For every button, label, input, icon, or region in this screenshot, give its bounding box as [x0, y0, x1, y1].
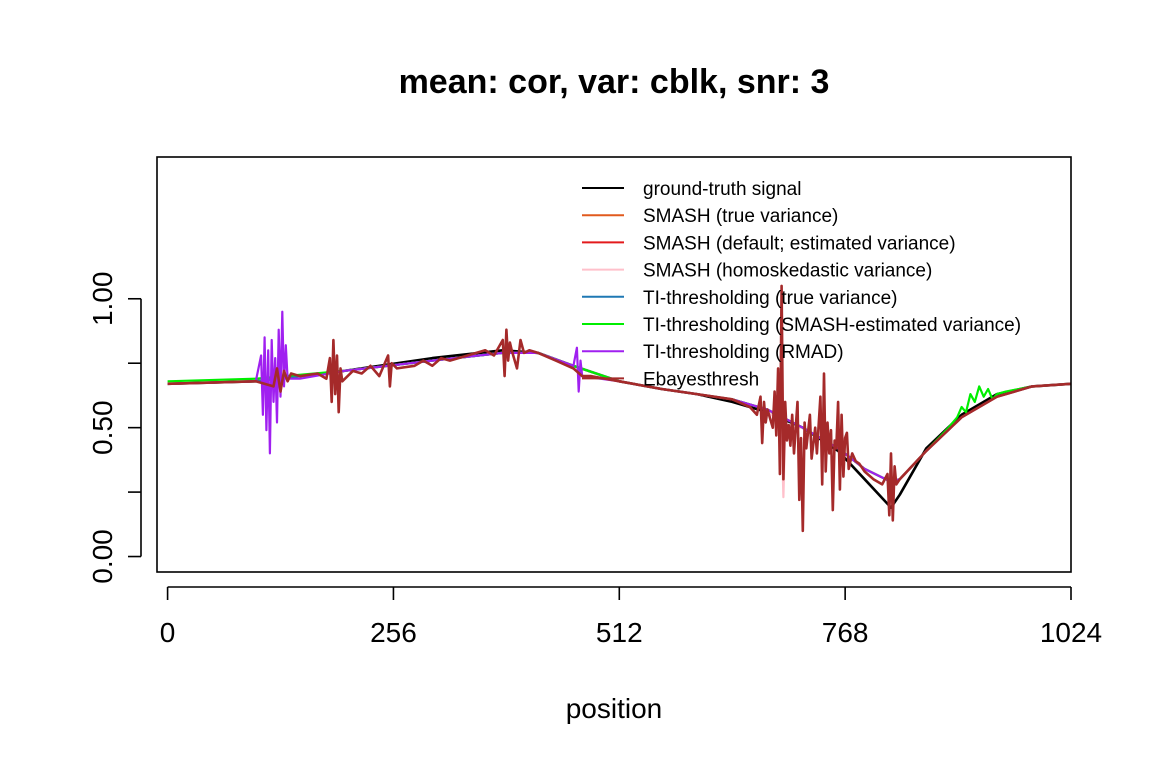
x-axis: 0 256 512 768 1024 — [160, 586, 1102, 648]
plot-frame — [156, 156, 1072, 573]
legend-label: TI-thresholding (true variance) — [643, 288, 898, 309]
x-tick-label: 0 — [160, 617, 176, 648]
series-layer — [167, 284, 1072, 533]
y-tick-label: 0.00 — [87, 529, 118, 584]
y-tick-label: 1.00 — [87, 272, 118, 327]
chart-title: mean: cor, var: cblk, snr: 3 — [399, 63, 830, 101]
series-line-3 — [167, 351, 1072, 483]
y-tick-label: 0.50 — [87, 400, 118, 455]
x-tick-label: 1024 — [1040, 617, 1102, 648]
legend-label: TI-thresholding (SMASH-estimated varianc… — [643, 315, 1021, 336]
series-line-6 — [167, 351, 1072, 483]
series-line-7 — [167, 310, 1072, 483]
legend-label: SMASH (default; estimated variance) — [643, 233, 956, 254]
series-line-8 — [167, 284, 1072, 533]
x-tick-label: 768 — [822, 617, 869, 648]
x-axis-title: position — [566, 693, 663, 724]
series-line-2 — [167, 351, 1072, 483]
legend-label: SMASH (homoskedastic variance) — [643, 261, 932, 282]
legend: ground-truth signal SMASH (true variance)… — [582, 179, 1021, 390]
x-tick-label: 256 — [370, 617, 417, 648]
series-line-5 — [167, 351, 1072, 483]
legend-label: SMASH (true variance) — [643, 206, 838, 227]
legend-label: Ebayesthresh — [643, 369, 759, 390]
y-axis: 0.00 0.50 1.00 — [87, 272, 142, 584]
x-tick-label: 512 — [596, 617, 643, 648]
legend-label: TI-thresholding (RMAD) — [643, 342, 844, 363]
legend-label: ground-truth signal — [643, 179, 801, 200]
